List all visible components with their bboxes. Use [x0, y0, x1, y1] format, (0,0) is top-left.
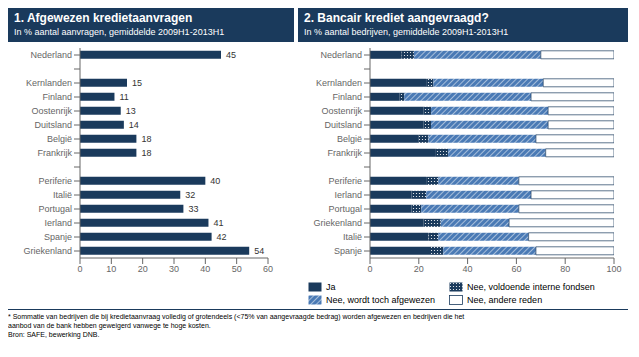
svg-text:0: 0: [77, 264, 82, 274]
html-text:In % aantal aanvragen, gemidde: In % aantal aanvragen, gemiddelde 2009H1…: [14, 27, 225, 37]
svg-text:Italië: Italië: [53, 190, 72, 200]
svg-text:0: 0: [367, 264, 372, 274]
svg-text:Italië: Italië: [343, 232, 362, 242]
svg-text:Frankrijk: Frankrijk: [37, 148, 72, 158]
svg-text:België: België: [47, 134, 72, 144]
svg-text:45: 45: [226, 50, 236, 60]
svg-text:18: 18: [141, 148, 151, 158]
svg-text:Duitsland: Duitsland: [34, 120, 72, 130]
svg-text:60: 60: [263, 264, 273, 274]
svg-text:20: 20: [138, 264, 148, 274]
html-text:Ja: Ja: [326, 282, 336, 292]
svg-text:40: 40: [210, 176, 220, 186]
svg-text:Oostenrijk: Oostenrijk: [31, 106, 72, 116]
html-text:2. Bancair krediet aangevraagd: 2. Bancair krediet aangevraagd?: [304, 11, 489, 25]
svg-text:20: 20: [414, 264, 424, 274]
svg-text:11: 11: [119, 92, 128, 102]
svg-text:Kernlanden: Kernlanden: [26, 78, 72, 88]
svg-text:Nederland: Nederland: [30, 50, 72, 60]
html-text:aanbod van de bank hebben gewe: aanbod van de bank hebben geweigerd vanw…: [8, 322, 211, 329]
svg-text:Periferie: Periferie: [38, 176, 72, 186]
svg-text:Finland: Finland: [332, 92, 362, 102]
svg-text:50: 50: [232, 264, 242, 274]
svg-text:60: 60: [511, 264, 521, 274]
svg-text:Ierland: Ierland: [334, 190, 362, 200]
svg-text:15: 15: [132, 78, 142, 88]
svg-text:18: 18: [141, 134, 151, 144]
svg-text:100: 100: [606, 264, 621, 274]
html-text:In % aantal bedrijven, gemidde: In % aantal bedrijven, gemiddelde 2009H1…: [304, 27, 509, 37]
svg-text:54: 54: [254, 246, 264, 256]
svg-text:30: 30: [169, 264, 179, 274]
svg-text:Griekenland: Griekenland: [23, 246, 72, 256]
svg-text:10: 10: [106, 264, 116, 274]
svg-text:40: 40: [200, 264, 210, 274]
html-text:Nee, andere reden: Nee, andere reden: [467, 295, 543, 305]
html-text:1. Afgewezen kredietaanvragen: 1. Afgewezen kredietaanvragen: [14, 11, 193, 25]
svg-text:14: 14: [129, 120, 139, 130]
svg-text:Spanje: Spanje: [44, 232, 72, 242]
svg-text:Periferie: Periferie: [328, 176, 362, 186]
svg-text:42: 42: [217, 232, 227, 242]
svg-text:Kernlanden: Kernlanden: [316, 78, 362, 88]
svg-text:Portugal: Portugal: [328, 204, 362, 214]
svg-text:Griekenland: Griekenland: [313, 218, 362, 228]
svg-text:Portugal: Portugal: [38, 204, 72, 214]
svg-text:80: 80: [560, 264, 570, 274]
svg-text:40: 40: [463, 264, 473, 274]
html-text:* Sommatie van bedrijven die b: * Sommatie van bedrijven die bij krediet…: [8, 313, 465, 320]
svg-text:Spanje: Spanje: [334, 246, 362, 256]
svg-text:41: 41: [213, 218, 223, 228]
html-text:Nee, voldoende interne fondsen: Nee, voldoende interne fondsen: [467, 282, 595, 292]
svg-text:België: België: [337, 134, 362, 144]
svg-text:33: 33: [188, 204, 198, 214]
svg-text:Finland: Finland: [42, 92, 72, 102]
svg-text:13: 13: [126, 106, 136, 116]
svg-text:Duitsland: Duitsland: [324, 120, 362, 130]
svg-text:Frankrijk: Frankrijk: [327, 148, 362, 158]
svg-text:Oostenrijk: Oostenrijk: [321, 106, 362, 116]
html-text:Nee, wordt toch afgewezen: Nee, wordt toch afgewezen: [326, 295, 436, 305]
svg-text:Ierland: Ierland: [44, 218, 72, 228]
svg-text:32: 32: [185, 190, 195, 200]
html-text:Bron: SAFE, bewerking DNB.: Bron: SAFE, bewerking DNB.: [8, 331, 100, 338]
svg-text:Nederland: Nederland: [320, 50, 362, 60]
